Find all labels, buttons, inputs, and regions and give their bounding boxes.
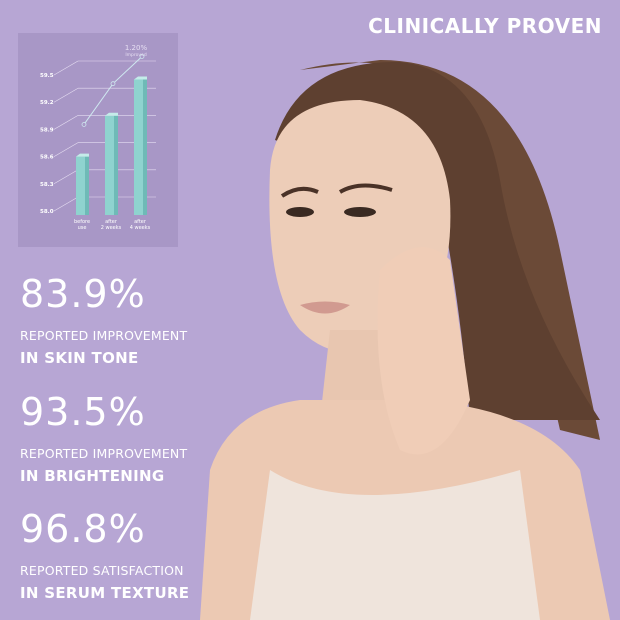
annotation-value: 1.20% bbox=[125, 44, 148, 52]
stat-subject: IN SERUM TEXTURE bbox=[20, 584, 190, 602]
bar-top bbox=[105, 112, 118, 116]
bar-side bbox=[143, 79, 147, 216]
stat-value: 96.8% bbox=[20, 507, 146, 551]
y-tick-label: 59.2 bbox=[40, 100, 54, 106]
gridline bbox=[53, 142, 79, 157]
gridline bbox=[53, 60, 79, 76]
y-tick-label: 58.0 bbox=[40, 209, 54, 215]
y-tick-label: 58.9 bbox=[40, 127, 54, 133]
x-tick-label: 2 weeks bbox=[101, 225, 122, 231]
bar-top bbox=[134, 76, 147, 80]
annotation-label: Improved bbox=[125, 52, 147, 58]
trend-point bbox=[110, 81, 116, 87]
x-tick-label: after bbox=[105, 219, 118, 225]
trend-point bbox=[139, 54, 145, 59]
gridline bbox=[53, 169, 79, 185]
gridline bbox=[53, 115, 79, 130]
stat-subject: IN SKIN TONE bbox=[20, 349, 139, 367]
improvement-chart: 59.559.258.958.658.358.0beforeuseafter2 … bbox=[40, 44, 156, 231]
gridline bbox=[53, 87, 79, 103]
stat-label: REPORTED SATISFACTION bbox=[20, 563, 184, 578]
stat-label: REPORTED IMPROVEMENT bbox=[20, 328, 188, 343]
x-tick-label: before bbox=[74, 219, 90, 225]
trend-point bbox=[81, 122, 87, 127]
bar-side bbox=[85, 156, 89, 215]
stat-value: 83.9% bbox=[20, 272, 146, 316]
stat-serum-texture: 96.8% REPORTED SATISFACTION IN SERUM TEX… bbox=[20, 507, 189, 602]
stat-subject: IN BRIGHTENING bbox=[20, 467, 165, 485]
chart-inset: 59.5 59.2 58.9 58.6 58.3 58.0 before use after 2 … bbox=[18, 33, 178, 247]
gridline bbox=[53, 196, 79, 212]
y-tick-label: 58.6 bbox=[40, 155, 54, 161]
stat-label: REPORTED IMPROVEMENT bbox=[20, 446, 188, 461]
x-tick-label: 4 weeks bbox=[130, 225, 151, 231]
headline: CLINICALLY PROVEN bbox=[368, 14, 602, 38]
x-tick-label: after bbox=[134, 219, 147, 225]
x-tick-label: use bbox=[78, 225, 87, 231]
y-tick-label: 58.3 bbox=[40, 182, 54, 188]
stat-brightening: 93.5% REPORTED IMPROVEMENT IN BRIGHTENIN… bbox=[20, 390, 187, 485]
bar-top bbox=[76, 153, 89, 157]
stat-value: 93.5% bbox=[20, 390, 146, 434]
stat-skin-tone: 83.9% REPORTED IMPROVEMENT IN SKIN TONE bbox=[20, 272, 187, 367]
bar-side bbox=[114, 115, 118, 215]
y-tick-label: 59.5 bbox=[40, 73, 54, 79]
